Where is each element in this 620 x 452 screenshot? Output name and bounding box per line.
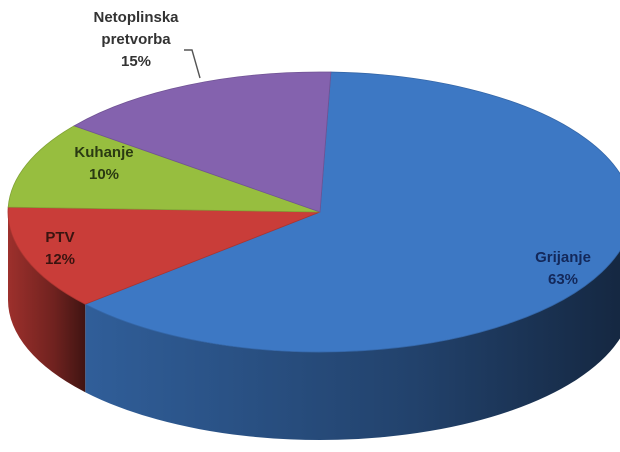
data-label-value: 15%: [121, 53, 151, 70]
data-label-value: 12%: [45, 251, 75, 268]
data-label-name: Kuhanje: [74, 144, 133, 161]
pie-side-ptv: [8, 212, 86, 393]
data-label-name: Grijanje: [535, 249, 591, 266]
data-label-grijanje: Grijanje 63%: [535, 249, 591, 288]
data-label-value: 63%: [548, 271, 578, 288]
pie-slice-kuhanje: [7, 125, 321, 213]
pie-slice-grijanje: [84, 71, 620, 353]
pie-side-grijanje: [85, 250, 620, 440]
data-label-name: PTV: [45, 229, 74, 246]
data-label-name: pretvorba: [101, 31, 171, 48]
leader-line-netoplinska-pretvorba: [184, 49, 201, 79]
pie-slice-ptv: [7, 206, 321, 305]
pie-slice-netoplinska-pretvorba: [73, 71, 332, 213]
data-label-netoplinska-pretvorba: Netoplinska pretvorba 15%: [93, 9, 179, 70]
data-label-value: 10%: [89, 166, 119, 183]
data-label-ptv: PTV 12%: [45, 229, 75, 268]
data-label-kuhanje: Kuhanje 10%: [74, 144, 133, 183]
data-label-name: Netoplinska: [93, 9, 179, 26]
